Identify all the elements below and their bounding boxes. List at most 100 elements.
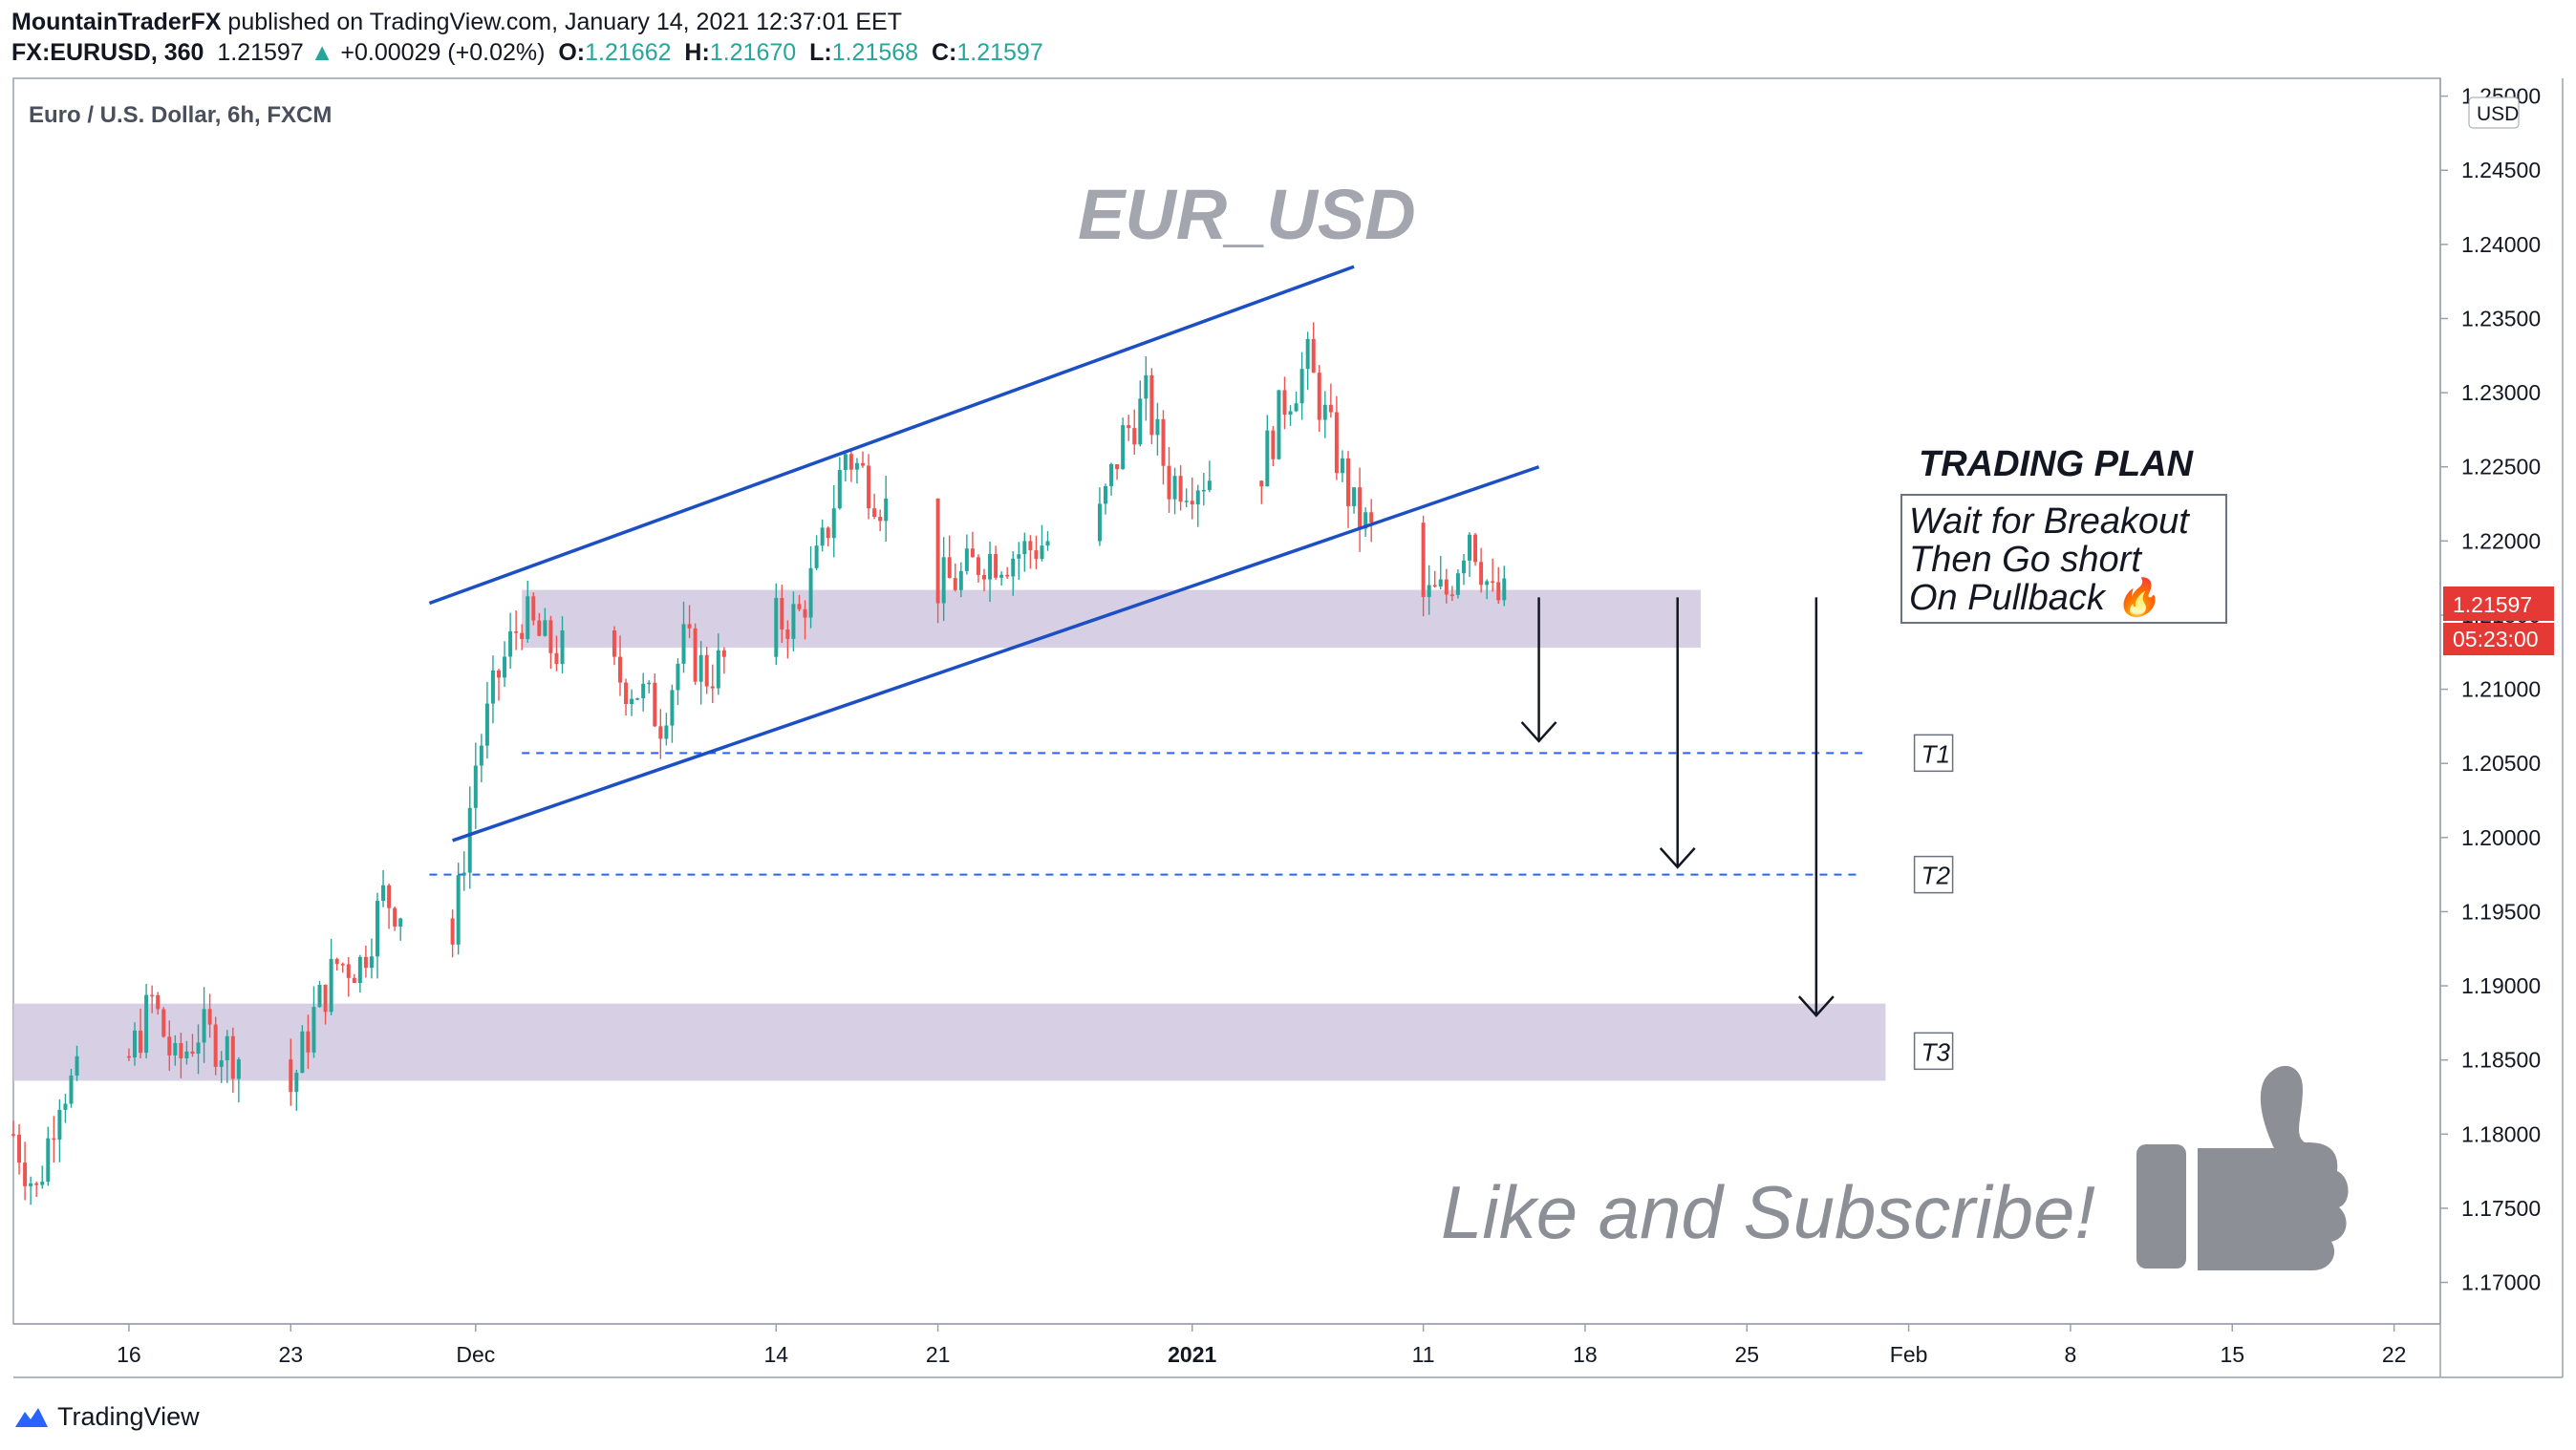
candle-body-down (1115, 463, 1120, 470)
candle-body-up (46, 1138, 51, 1183)
candle-body-down (52, 1138, 56, 1141)
currency-badge: USD (2468, 96, 2520, 129)
candle-body-down (1479, 562, 1484, 586)
candle-body-down (179, 1043, 183, 1058)
candle-body-up (843, 454, 848, 471)
candle-body-up (791, 604, 796, 639)
candle-body-up (988, 554, 993, 580)
candle-body-down (867, 465, 871, 509)
price-change: +0.00029 (+0.02%) (340, 39, 546, 66)
candle-body-down (994, 554, 998, 578)
candle-body-down (803, 608, 807, 618)
candle-body-up (884, 498, 889, 522)
candle-body-down (213, 1024, 218, 1067)
candle-body-down (497, 670, 501, 678)
candle-body-up (1461, 560, 1466, 574)
candle-body-down (687, 624, 692, 629)
candle-body-up (641, 683, 646, 699)
arrow-head-2 (1659, 847, 1696, 869)
candle-body-down (34, 1183, 39, 1185)
target-label-t1: T1 (1921, 739, 1950, 768)
candle-body-down (548, 620, 553, 653)
candle-body-up (1109, 463, 1114, 486)
candle-body-up (1427, 585, 1431, 598)
candle-body-down (323, 985, 328, 1013)
bar-countdown: 05:23:00 (2453, 627, 2539, 651)
price-axis[interactable]: 1.250001.245001.240001.235001.230001.225… (2440, 84, 2541, 1295)
candle-body-up (317, 985, 322, 1008)
candle-body-down (693, 628, 698, 682)
candle-body-up (1155, 418, 1160, 436)
candle-body-up (484, 703, 489, 746)
time-tick-label: 14 (763, 1342, 788, 1367)
price-tick-label: 1.20500 (2461, 751, 2541, 776)
candle-body-up (831, 508, 836, 539)
author-name[interactable]: MountainTraderFX (11, 9, 222, 35)
published-text: published on TradingView.com, January 14… (227, 9, 902, 35)
candle-body-up (490, 670, 495, 704)
candle-body-down (230, 1035, 235, 1079)
candle-body-down (1034, 550, 1039, 560)
price-tick-label: 1.18500 (2461, 1048, 2541, 1073)
candle-body-up (814, 545, 819, 568)
symbol-name: FX:EURUSD, 360 (11, 39, 204, 66)
price-tick-label: 1.23000 (2461, 380, 2541, 405)
candle-body-up (1097, 503, 1102, 542)
candle-body-up (75, 1056, 79, 1076)
candle-body-up (508, 631, 513, 657)
candle-body-up (473, 765, 478, 808)
candle-body-down (1282, 390, 1287, 416)
last-price-label: 1.21597 (2453, 592, 2532, 617)
candle-body-up (202, 1009, 206, 1043)
zone-2 (13, 1003, 1886, 1081)
currency-label: USD (2477, 103, 2519, 125)
candle-body-down (1271, 430, 1276, 459)
candle-body-up (676, 663, 680, 691)
time-tick-label: 2021 (1168, 1342, 1216, 1367)
chart-title: Euro / U.S. Dollar, 6h, FXCM (29, 102, 332, 128)
candle-body-up (964, 548, 969, 571)
candle-body-down (970, 548, 975, 558)
candle-body-up (1045, 541, 1050, 546)
last-price: 1.21597 (217, 39, 304, 66)
candle-body-up (1288, 411, 1293, 416)
arrow-head-1 (1520, 721, 1557, 743)
candle-body-down (872, 508, 877, 518)
candle-body-down (1358, 487, 1363, 529)
candle-body-up (1011, 558, 1016, 577)
candle-body-up (503, 656, 507, 678)
candle-body-down (797, 604, 802, 609)
candle-body-down (17, 1134, 22, 1163)
candle-body-up (69, 1075, 74, 1104)
zone-1 (522, 589, 1701, 649)
candle-body-up (196, 1042, 201, 1055)
trend-channel[interactable] (428, 265, 1540, 842)
price-tick-label: 1.24000 (2461, 232, 2541, 257)
candle-body-up (294, 1073, 299, 1093)
time-tick-label: 23 (278, 1342, 303, 1367)
footer-brand[interactable]: TradingView (13, 1399, 200, 1434)
candle-body-up (144, 994, 149, 1054)
candle-body-up (369, 956, 374, 969)
candle-body-down (346, 964, 351, 978)
price-tick-label: 1.22500 (2461, 455, 2541, 480)
low-value: 1.21568 (831, 39, 919, 66)
candle-body-down (11, 1134, 15, 1136)
candle-body-up (1502, 578, 1507, 601)
candles (11, 322, 1507, 1205)
time-tick-label: Dec (456, 1342, 495, 1367)
time-axis[interactable]: 16 23 Dec 14 21 2021 11 18 25 Feb 8 15 22 (117, 1324, 2406, 1367)
candle-body-down (953, 578, 957, 590)
candle-body-down (450, 918, 455, 945)
candle-body-up (1363, 512, 1368, 529)
candle-body-down (554, 652, 559, 665)
price-tick-label: 1.21000 (2461, 677, 2541, 702)
candle-body-up (681, 624, 686, 664)
price-tick-label: 1.20000 (2461, 825, 2541, 850)
candle-body-up (1322, 404, 1327, 420)
candle-body-down (1496, 582, 1501, 601)
candle-body-up (698, 654, 703, 682)
candle-body-down (1369, 512, 1374, 523)
candle-body-down (1178, 476, 1183, 502)
